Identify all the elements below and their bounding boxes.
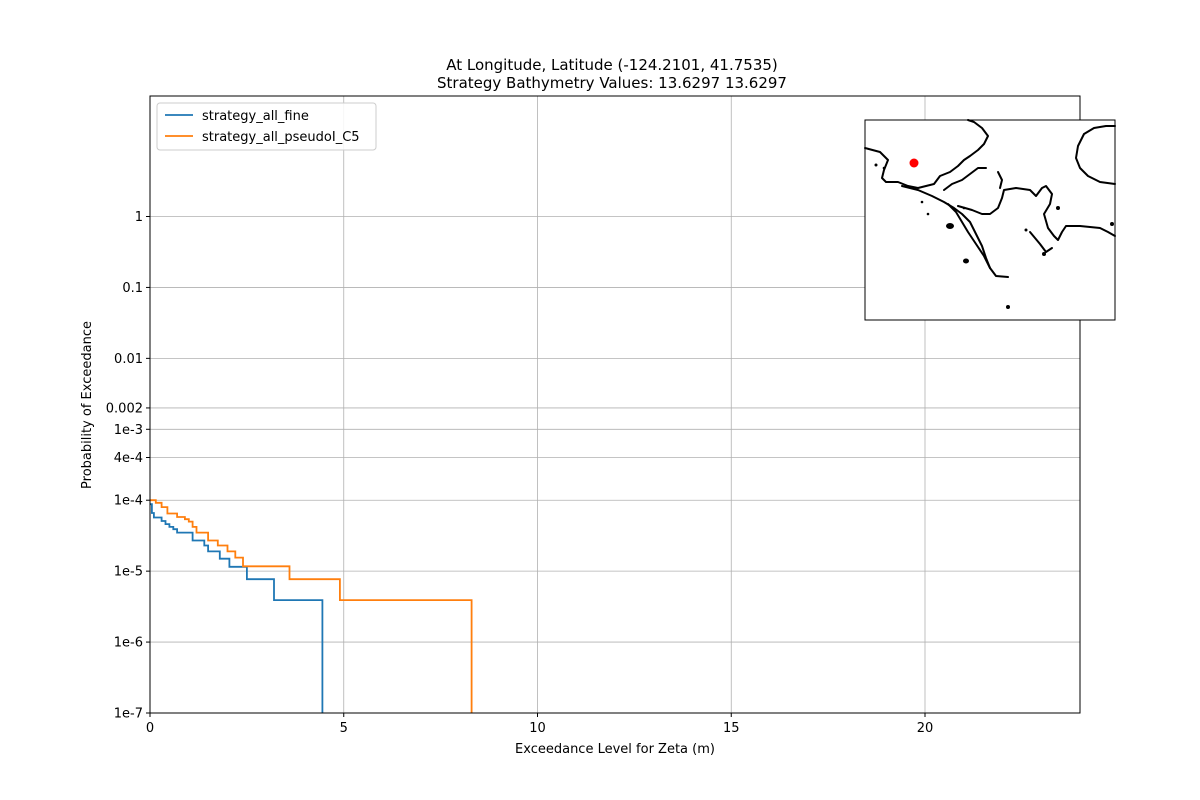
y-tick-label: 1e-7 xyxy=(114,707,143,722)
x-tick-label: 15 xyxy=(723,721,740,736)
y-tick-label: 1e-5 xyxy=(114,565,143,580)
x-tick-label: 0 xyxy=(146,721,154,736)
island xyxy=(946,223,954,229)
island xyxy=(963,258,969,264)
series-line-1 xyxy=(150,499,473,713)
y-tick-label: 1 xyxy=(135,210,143,225)
coastline-segment xyxy=(943,167,987,191)
x-tick-label: 20 xyxy=(917,721,934,736)
ticks: 0 5 10 15 20 1 0.1 0.01 0.002 1e-3 4e-4 1e-4 1e-5 1e-… xyxy=(106,210,933,736)
coastline-segment xyxy=(864,119,989,189)
legend-entry-strategy-all-fine: strategy_all_fine xyxy=(202,109,309,124)
legend-box xyxy=(156,102,377,151)
location-marker xyxy=(909,158,919,168)
y-tick-label: 1e-6 xyxy=(114,636,143,651)
y-tick-label: 4e-4 xyxy=(114,451,143,466)
y-tick-label: 0.002 xyxy=(106,401,143,416)
grid xyxy=(149,96,1080,714)
island xyxy=(1042,252,1046,256)
coastline-segment xyxy=(997,171,1003,189)
y-tick-label: 0.01 xyxy=(114,352,143,367)
y-tick-label: 0.1 xyxy=(122,281,143,296)
y-axis-label: Probability of Exceedance xyxy=(80,321,95,489)
series-line-0 xyxy=(150,503,324,713)
island xyxy=(1110,222,1114,226)
island xyxy=(926,212,930,216)
coastline xyxy=(864,119,1116,278)
island xyxy=(920,200,924,204)
y-tick-label: 1e-4 xyxy=(114,494,143,509)
legend-entry-strategy-all-pseudoi-c5: strategy_all_pseudoI_C5 xyxy=(202,130,360,145)
island xyxy=(874,163,878,167)
chart-subtitle: Strategy Bathymetry Values: 13.6297 13.6… xyxy=(437,74,787,92)
inset-map xyxy=(864,119,1116,321)
islands xyxy=(874,163,1114,309)
x-tick-label: 10 xyxy=(529,721,546,736)
coastline-segment xyxy=(1029,231,1053,253)
series-layer xyxy=(150,499,473,713)
legend: strategy_all_fine strategy_all_pseudoI_C… xyxy=(156,102,377,151)
island xyxy=(1056,206,1060,210)
island xyxy=(962,206,966,210)
coastline-segment xyxy=(947,203,991,269)
chart-title: At Longitude, Latitude (-124.2101, 41.75… xyxy=(446,56,778,74)
coastline-segment xyxy=(957,185,1116,241)
coastline-segment xyxy=(1075,125,1116,185)
island xyxy=(882,166,886,170)
x-axis-label: Exceedance Level for Zeta (m) xyxy=(515,742,715,757)
island xyxy=(1024,228,1028,232)
island xyxy=(1006,305,1010,309)
y-tick-label: 1e-3 xyxy=(114,423,143,438)
inset-map-frame xyxy=(864,119,1116,321)
plot-area-frame xyxy=(149,95,1081,714)
x-tick-label: 5 xyxy=(340,721,348,736)
